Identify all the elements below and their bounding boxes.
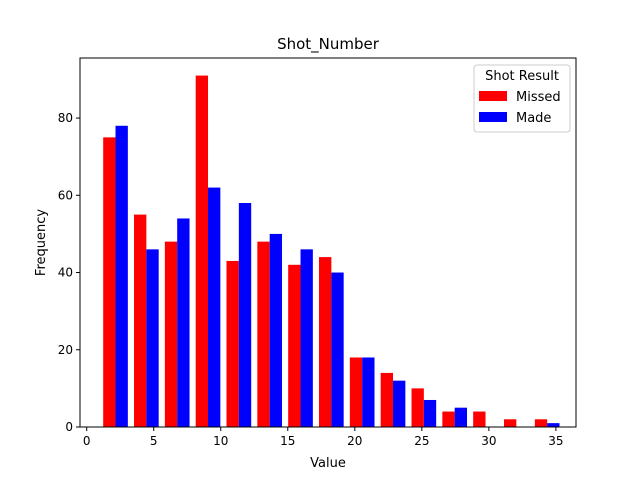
bar-missed-13 — [504, 419, 517, 427]
y-tick-label: 60 — [58, 188, 73, 202]
x-tick-label: 15 — [280, 434, 295, 448]
bar-made-14 — [547, 423, 560, 427]
bar-missed-8 — [349, 357, 363, 427]
bar-made-5 — [269, 233, 283, 427]
bar-missed-12 — [473, 411, 486, 427]
y-tick-label: 0 — [65, 420, 73, 434]
bar-made-6 — [300, 249, 313, 427]
bar-missed-7 — [319, 257, 332, 427]
legend-entries: Missed Made — [479, 90, 561, 126]
x-tick-label: 30 — [481, 434, 496, 448]
legend-label-made: Made — [516, 111, 551, 126]
legend-label-missed: Missed — [516, 90, 561, 105]
bar-made-3 — [208, 187, 221, 427]
y-tick-label: 40 — [58, 266, 73, 280]
legend: Shot Result Missed Made — [473, 64, 571, 133]
bar-missed-10 — [411, 388, 424, 427]
bar-missed-3 — [195, 75, 209, 427]
bar-missed-9 — [380, 372, 394, 427]
x-tick-label: 10 — [213, 434, 228, 448]
bar-made-8 — [362, 357, 375, 427]
x-axis-label: Value — [310, 456, 346, 471]
y-axis-label: Frequency — [34, 209, 49, 276]
bar-made-2 — [177, 218, 190, 427]
bars-layer — [103, 75, 560, 428]
chart-title: Shot_Number — [277, 35, 380, 54]
x-axis-ticks: 0 5 10 15 20 25 30 35 — [83, 427, 564, 448]
legend-title: Shot Result — [485, 69, 559, 84]
bar-made-11 — [454, 407, 468, 427]
x-tick-label: 20 — [347, 434, 362, 448]
bar-missed-14 — [534, 419, 548, 427]
bar-made-1 — [146, 249, 159, 427]
x-tick-label: 25 — [414, 434, 429, 448]
y-axis-ticks: 0 20 40 60 80 — [58, 111, 80, 434]
bar-made-7 — [331, 272, 344, 427]
bar-missed-0 — [103, 137, 116, 428]
bar-made-0 — [115, 125, 128, 427]
x-tick-label: 0 — [83, 434, 91, 448]
y-tick-label: 20 — [58, 343, 73, 357]
x-tick-label: 35 — [548, 434, 563, 448]
x-tick-label: 5 — [150, 434, 158, 448]
legend-swatch-missed — [479, 91, 507, 101]
bar-missed-4 — [226, 260, 239, 427]
bar-made-10 — [423, 399, 437, 427]
plot-frame — [79, 57, 577, 428]
bar-missed-11 — [442, 411, 455, 427]
bar-missed-6 — [288, 264, 301, 427]
bar-made-4 — [238, 203, 252, 427]
bar-missed-5 — [257, 241, 270, 427]
legend-swatch-made — [479, 112, 507, 122]
bar-made-9 — [393, 380, 406, 427]
y-tick-label: 80 — [58, 111, 73, 125]
bar-missed-2 — [164, 241, 178, 427]
bar-missed-1 — [134, 214, 147, 427]
